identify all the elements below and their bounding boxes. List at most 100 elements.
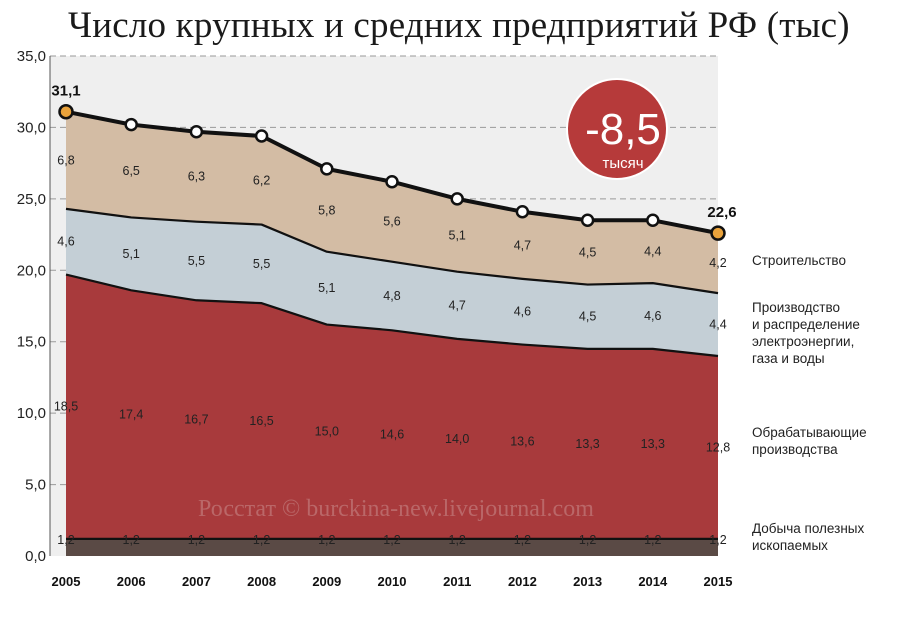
boundary-line [65,207,719,295]
data-label: 5,1 [449,228,466,242]
y-tick-label: 25,0 [17,191,46,208]
badge-unit: тысяч [602,155,643,172]
data-label: 1,2 [514,533,531,547]
badge-value: -8,5 [585,105,661,154]
area-3 [66,208,718,356]
data-label: 1,2 [253,533,270,547]
x-tick-label: 2010 [378,574,407,589]
data-label: 14,0 [445,432,469,446]
total-marker [385,174,399,189]
y-tick-label: 5,0 [25,477,46,494]
y-tick-label: 15,0 [17,334,46,351]
data-label: 5,6 [383,215,400,229]
legend-label: и распределение [752,317,860,332]
data-label: 1,2 [123,533,140,547]
data-label: 1,2 [383,533,400,547]
watermark: Росстат © burckina-new.livejournal.com [198,496,594,522]
total-label-first: 31,1 [51,83,80,100]
data-label: 5,5 [253,257,270,271]
areas [65,109,719,556]
total-marker [254,129,269,143]
x-axis: 2005 2006 2007 2008 2009 2010 2011 2012 2013 2014… [52,574,733,589]
total-marker [580,213,595,228]
data-label: 1,2 [449,533,466,547]
data-label: 15,0 [315,425,339,439]
area-2 [66,274,718,539]
data-label: 13,3 [641,437,665,451]
data-label: 6,5 [123,164,140,178]
data-label: 4,7 [449,298,466,312]
data-label: 4,7 [514,238,531,252]
data-label: 5,5 [188,254,205,268]
legend-label: газа и воды [752,351,825,366]
legend-label: электроэнергии, [752,334,854,349]
area-1 [66,538,718,556]
y-axis: 0,0 5,0 10,0 15,0 20,0 25,0 30,0 35,0 [17,48,51,565]
total-marker [710,225,726,241]
y-tick-label: 20,0 [17,262,46,279]
data-label: 4,2 [709,256,726,270]
x-tick-label: 2012 [508,574,537,589]
area-4 [66,111,718,294]
legend-label: Добыча полезных [752,521,864,536]
total-marker [515,204,530,219]
x-tick-label: 2011 [443,574,471,589]
data-label: 16,5 [249,414,273,428]
data-label: 6,8 [57,153,74,167]
data-label: 12,8 [706,440,730,454]
x-tick-label: 2015 [704,574,733,589]
data-label: 4,6 [57,235,74,249]
x-tick-label: 2006 [117,574,146,589]
data-label: 6,3 [188,170,205,184]
y-tick-label: 30,0 [17,119,46,136]
y-tick-label: 35,0 [17,48,46,65]
x-tick-label: 2009 [312,574,341,589]
badge-circle [566,78,668,180]
data-label: 13,6 [510,435,534,449]
data-label: 5,8 [318,203,335,217]
y-tick-label: 10,0 [17,405,46,422]
data-label: 5,1 [318,281,335,295]
legend-label: Производство [752,300,840,315]
total-marker [320,162,334,176]
boundary-line [65,273,719,358]
data-label: 1,2 [188,533,205,547]
data-label: 1,2 [57,533,74,547]
legend-label: производства [752,442,838,457]
data-label: 4,6 [644,309,661,323]
data-label: 1,2 [318,533,335,547]
x-tick-label: 2005 [52,574,81,589]
data-label: 13,3 [575,437,599,451]
data-label: 1,2 [709,533,726,547]
data-label: 1,2 [579,533,596,547]
total-marker [646,213,660,228]
x-tick-label: 2014 [638,574,668,589]
data-label: 5,1 [123,247,140,261]
legend-label: ископаемых [752,538,828,553]
data-label: 4,4 [644,245,661,259]
x-tick-label: 2008 [247,574,276,589]
total-marker [124,117,138,132]
x-tick-label: 2007 [182,574,211,589]
data-label: 6,2 [253,173,270,187]
data-label: 1,2 [644,533,661,547]
data-label: 18,5 [54,400,78,414]
total-marker [58,103,74,120]
data-labels: 1,2 1,2 1,2 1,2 1,2 1,2 1,2 1,2 1,2 1,2 1,2 18,5 17,… [54,153,730,547]
x-tick-label: 2013 [573,574,602,589]
legend-label: Обрабатывающие [752,425,867,440]
data-label: 14,6 [380,428,404,442]
data-label: 4,6 [514,305,531,319]
data-label: 4,8 [383,289,400,303]
data-label: 16,7 [184,413,208,427]
legend-label: Строительство [752,253,846,268]
chart-title: Число крупных и средних предприятий РФ (… [68,5,850,46]
y-tick-label: 0,0 [25,548,46,565]
data-label: 17,4 [119,408,143,422]
data-label: 4,5 [579,310,596,324]
total-marker [189,124,204,139]
total-label-last: 22,6 [707,204,736,221]
total-line: 31,1 22,6 [51,83,737,241]
data-label: 4,4 [709,318,726,332]
